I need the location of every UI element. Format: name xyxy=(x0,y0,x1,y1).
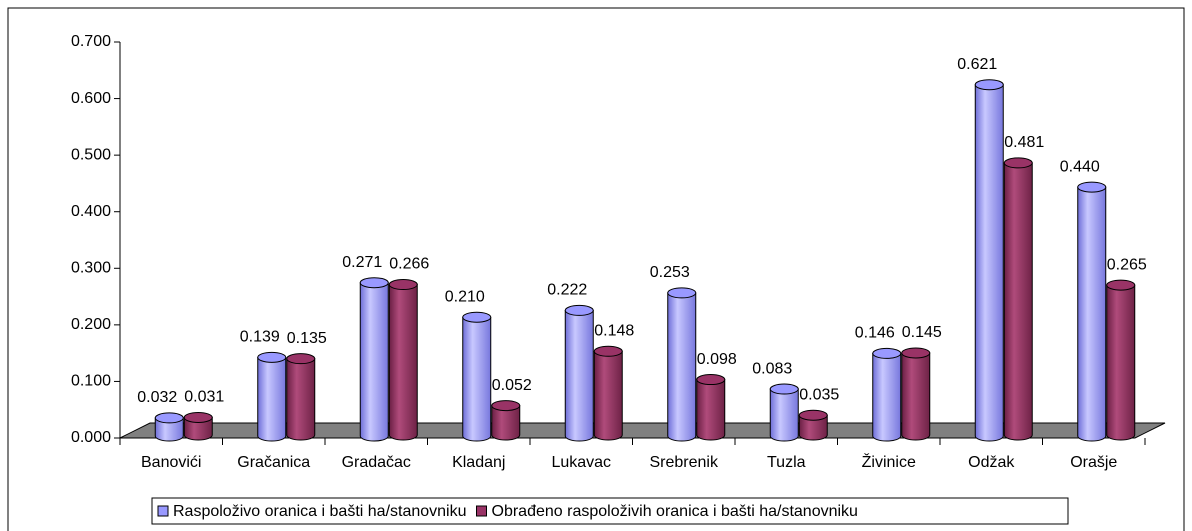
bar xyxy=(1003,157,1033,441)
legend: Raspoloživo oranica i bašti ha/stanovnik… xyxy=(151,497,1069,525)
value-label: 0.481 xyxy=(1004,134,1044,151)
value-label: 0.271 xyxy=(342,254,382,271)
x-tick-label: Odžak xyxy=(968,454,1015,471)
value-label: 0.253 xyxy=(650,264,690,281)
x-tick-label: Tuzla xyxy=(767,454,806,471)
value-label: 0.621 xyxy=(957,56,997,73)
x-tick-label: Gračanica xyxy=(237,454,310,471)
value-label: 0.146 xyxy=(855,325,895,342)
y-tick-label: 0.300 xyxy=(71,260,111,277)
value-label: 0.440 xyxy=(1060,158,1100,175)
value-label: 0.210 xyxy=(445,288,485,305)
y-tick-label: 0.500 xyxy=(71,146,111,163)
x-tick-label: Banovići xyxy=(141,454,201,471)
bar xyxy=(388,279,418,441)
bar xyxy=(491,400,521,441)
bar xyxy=(974,79,1004,442)
x-tick-label: Srebrenik xyxy=(650,454,719,471)
bar xyxy=(564,304,594,442)
legend-swatch xyxy=(157,505,169,517)
value-label: 0.266 xyxy=(389,256,429,273)
bar xyxy=(286,353,316,441)
bar xyxy=(1106,279,1136,441)
bar xyxy=(667,287,697,442)
legend-swatch xyxy=(476,505,487,517)
y-tick-label: 0.700 xyxy=(71,33,111,50)
bar xyxy=(593,345,623,441)
value-label: 0.222 xyxy=(547,282,587,299)
bar xyxy=(183,411,213,441)
x-tick-label: Orašje xyxy=(1070,454,1117,471)
value-label: 0.145 xyxy=(902,324,942,341)
value-label: 0.265 xyxy=(1107,256,1147,273)
legend-label: Obrađeno raspoloživih oranica i bašti ha… xyxy=(492,503,858,520)
bar xyxy=(769,383,799,442)
bar xyxy=(798,409,828,441)
bar xyxy=(1077,181,1107,442)
value-label: 0.035 xyxy=(799,386,839,403)
x-tick-label: Gradačac xyxy=(342,454,411,471)
value-label: 0.083 xyxy=(752,360,792,377)
y-tick-label: 0.000 xyxy=(71,429,111,446)
y-tick-label: 0.200 xyxy=(71,316,111,333)
x-tick-label: Živinice xyxy=(862,452,916,471)
bar xyxy=(696,374,726,441)
bar xyxy=(359,277,389,442)
bar xyxy=(257,351,287,442)
y-tick-label: 0.600 xyxy=(71,90,111,107)
bar xyxy=(462,311,492,442)
value-label: 0.098 xyxy=(697,351,737,368)
x-tick-label: Lukavac xyxy=(551,454,611,471)
bar xyxy=(872,347,902,442)
value-label: 0.052 xyxy=(492,377,532,394)
value-label: 0.032 xyxy=(137,389,177,406)
legend-label: Raspoloživo oranica i bašti ha/stanovnik… xyxy=(173,503,467,520)
bar xyxy=(154,412,184,442)
y-tick-label: 0.400 xyxy=(71,203,111,220)
value-label: 0.031 xyxy=(184,389,224,406)
value-label: 0.139 xyxy=(240,329,280,346)
bar xyxy=(901,347,931,441)
value-label: 0.135 xyxy=(287,330,327,347)
value-label: 0.148 xyxy=(594,322,634,339)
x-tick-label: Kladanj xyxy=(452,454,505,471)
y-tick-label: 0.100 xyxy=(71,373,111,390)
